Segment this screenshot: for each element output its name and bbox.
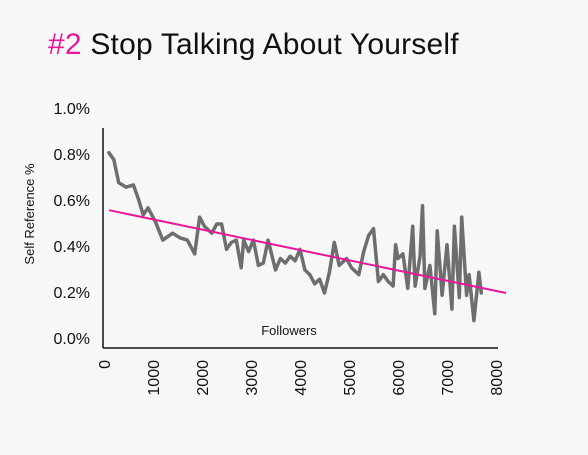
chart-axes — [102, 128, 498, 349]
y-tick-label: 0.6% — [54, 193, 90, 210]
x-tick-label: 4000 — [293, 360, 310, 396]
x-tick-label: 8000 — [489, 360, 506, 396]
series-line — [107, 150, 484, 323]
y-tick-label: 0.2% — [54, 285, 90, 302]
y-axis-label: Self Reference % — [22, 163, 37, 265]
x-tick-label: 7000 — [440, 360, 457, 396]
x-tick-label: 6000 — [391, 360, 408, 396]
y-tick-label: 0.0% — [54, 331, 90, 348]
title-number: #2 — [48, 28, 82, 61]
series-layer — [107, 150, 507, 323]
x-tick-label: 1000 — [146, 360, 163, 396]
x-tick-labels: 0 1000 2000 3000 4000 5000 6000 7000 8000 — [97, 360, 506, 396]
x-tick-label: 3000 — [244, 360, 261, 396]
x-tick-label: 0 — [97, 360, 114, 369]
chart-title: #2 Stop Talking About Yourself — [48, 28, 459, 62]
y-tick-label: 1.0% — [54, 101, 90, 118]
x-tick-label: 2000 — [195, 360, 212, 396]
title-text: Stop Talking About Yourself — [90, 28, 459, 61]
y-tick-labels: 0.0% 0.2% 0.4% 0.6% 0.8% 1.0% — [54, 101, 90, 348]
x-axis-label: Followers — [261, 323, 317, 338]
x-tick-label: 5000 — [342, 360, 359, 396]
trend-line — [108, 209, 507, 294]
y-tick-label: 0.8% — [54, 147, 90, 164]
y-tick-label: 0.4% — [54, 239, 90, 256]
